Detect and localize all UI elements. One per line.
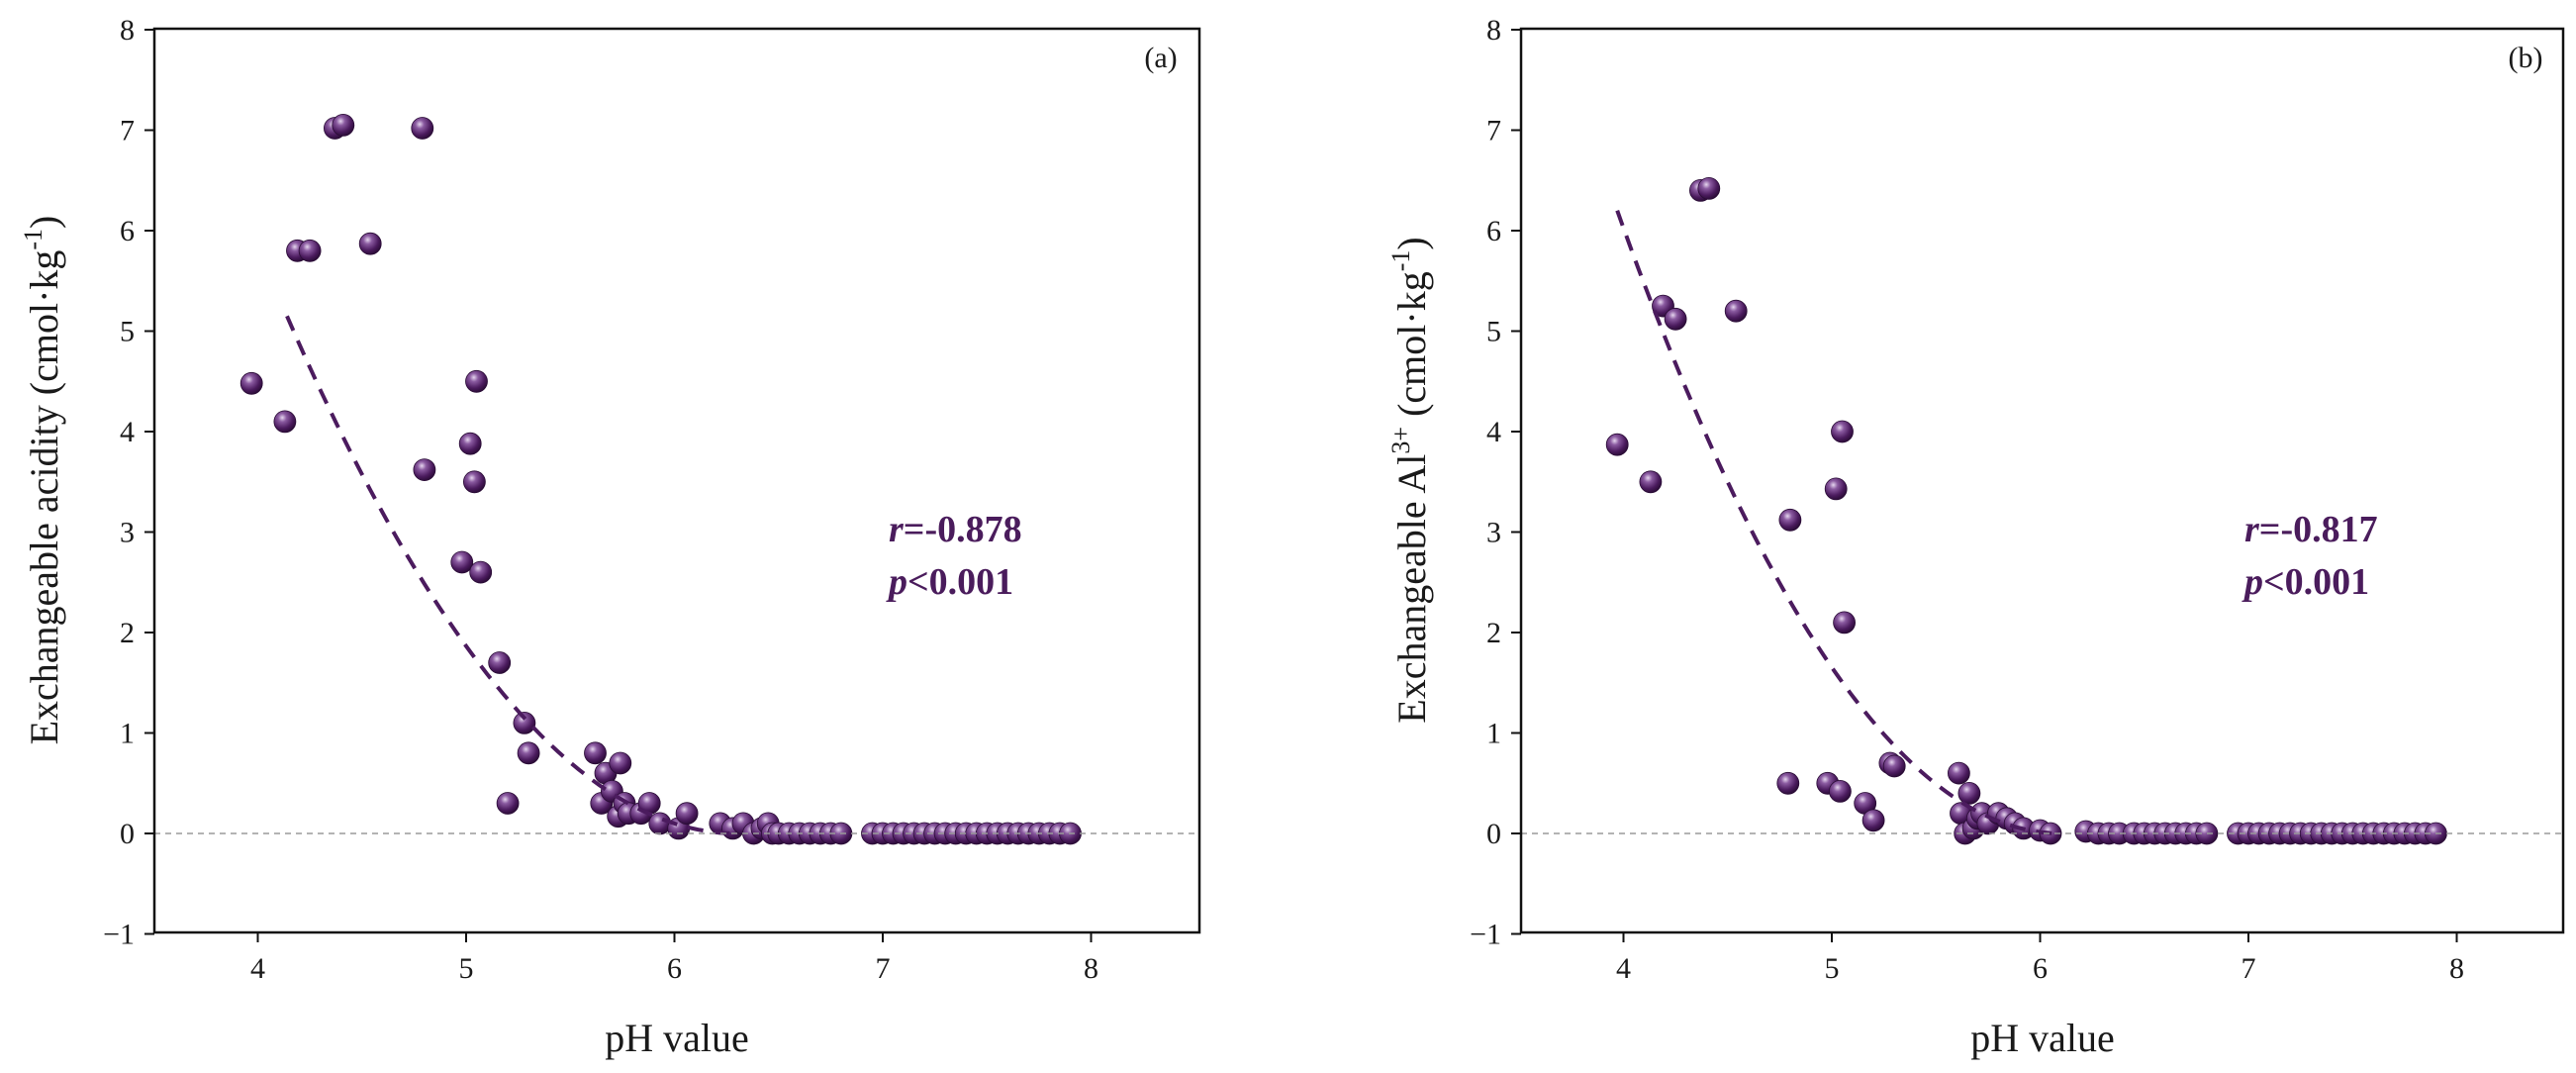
- x-tick-label-b: 5: [1825, 952, 1840, 985]
- data-point-b: [1724, 299, 1748, 323]
- data-point-b: [1697, 176, 1721, 200]
- y-tick-label-a: 7: [120, 115, 135, 147]
- x-tick-label-a: 8: [1084, 952, 1098, 985]
- x-axis-title-a: pH value: [605, 1016, 749, 1060]
- x-tick-label-b: 7: [2242, 952, 2256, 985]
- data-point-a: [675, 802, 699, 826]
- plot-frame-b: [1519, 27, 2565, 934]
- panel-b-label: (b): [2509, 42, 2543, 74]
- y-tick-label-a: 6: [120, 215, 135, 247]
- x-tick-label-b: 8: [2449, 952, 2464, 985]
- p-value-a: p<0.001: [886, 561, 1013, 603]
- x-tick-label-b: 6: [2033, 952, 2048, 985]
- data-point-b: [1776, 771, 1800, 795]
- y-tick-label-a: 0: [120, 818, 135, 850]
- y-tick-label-b: 3: [1486, 517, 1501, 549]
- data-point-a: [648, 812, 672, 835]
- data-point-a: [458, 432, 482, 455]
- y-tick-label-b: −1: [1470, 919, 1501, 951]
- data-point-a: [298, 239, 322, 262]
- panel-b: (b) 4 5 6 7 8 −1 0 1 2 3 4 5 6 7 8 pH value Exchangeab…: [1386, 14, 2565, 1060]
- data-point-a: [358, 232, 382, 255]
- data-point-a: [462, 470, 486, 494]
- x-tick-label-a: 4: [250, 952, 265, 985]
- y-tick-label-a: 4: [120, 416, 135, 448]
- panel-a: (a) 4 5 6 7 8 −1 0 1 2 3 4 5 6 7 8 pH value Exchangeab…: [19, 14, 1201, 1060]
- data-point-b: [1948, 761, 1970, 785]
- x-tick-label-a: 7: [876, 952, 891, 985]
- data-point-a: [488, 651, 512, 674]
- data-point-b: [1778, 508, 1802, 532]
- y-tick-label-a: 8: [120, 14, 135, 47]
- data-point-a: [332, 114, 355, 137]
- y-axis-title-b: Exchangeable Al3+ (cmol·kg-1): [1386, 237, 1434, 723]
- r-value-b: r=-0.817: [2244, 509, 2378, 550]
- data-point-a: [584, 741, 607, 765]
- data-point-a: [517, 741, 540, 765]
- p-value-b: p<0.001: [2242, 561, 2369, 603]
- y-tick-label-a: 2: [120, 617, 135, 649]
- data-point-b: [2195, 822, 2219, 845]
- panel-a-label: (a): [1144, 42, 1177, 74]
- y-tick-label-b: 4: [1486, 416, 1501, 448]
- x-axis-title-b: pH value: [1970, 1016, 2115, 1060]
- y-axis-title-a: Exchangeable acidity (cmol·kg-1): [19, 216, 66, 745]
- data-point-b: [1824, 477, 1848, 501]
- data-point-b: [1831, 420, 1854, 443]
- data-point-a: [513, 712, 536, 734]
- y-tick-label-b: 1: [1486, 718, 1501, 750]
- y-tick-label-b: 8: [1486, 14, 1501, 47]
- data-point-b: [1861, 809, 1885, 832]
- data-point-a: [413, 458, 436, 482]
- fit-curve-a: [285, 315, 737, 835]
- y-tick-label-b: 6: [1486, 215, 1501, 247]
- data-point-b: [1957, 782, 1981, 805]
- x-tick-label-a: 5: [459, 952, 474, 985]
- data-point-a: [496, 792, 520, 815]
- data-point-a: [469, 560, 493, 584]
- y-tick-label-b: 7: [1486, 115, 1501, 147]
- data-point-a: [450, 550, 474, 574]
- y-tick-label-a: 5: [120, 316, 135, 348]
- data-point-b: [1882, 754, 1906, 778]
- fit-curve-b: [1615, 210, 2059, 835]
- data-point-b: [1664, 307, 1687, 331]
- y-tick-label-b: 5: [1486, 316, 1501, 348]
- data-point-b: [1605, 433, 1629, 456]
- r-value-a: r=-0.878: [889, 509, 1022, 550]
- y-tick-label-a: −1: [103, 919, 135, 951]
- plot-frame-a: [152, 27, 1201, 934]
- x-tick-label-b: 4: [1616, 952, 1631, 985]
- y-tick-label-a: 3: [120, 517, 135, 549]
- data-point-a: [411, 117, 434, 140]
- y-tick-label-b: 2: [1486, 617, 1501, 649]
- data-point-a: [273, 410, 297, 434]
- data-point-b: [1833, 611, 1856, 634]
- x-tick-label-a: 6: [667, 952, 682, 985]
- y-tick-label-a: 1: [120, 718, 135, 750]
- data-point-b: [1639, 470, 1663, 494]
- y-tick-label-b: 0: [1486, 818, 1501, 850]
- data-point-a: [239, 371, 263, 395]
- data-point-b: [1829, 780, 1852, 803]
- data-point-a: [465, 369, 488, 393]
- data-point-a: [609, 751, 632, 775]
